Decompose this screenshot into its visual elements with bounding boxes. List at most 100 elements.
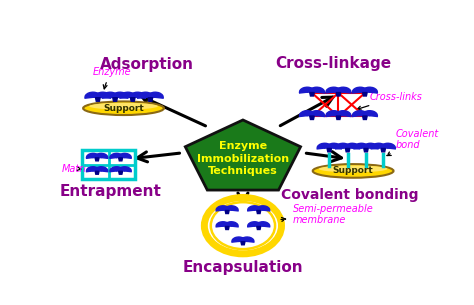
Polygon shape (257, 210, 261, 214)
Wedge shape (307, 112, 317, 116)
Wedge shape (365, 87, 377, 93)
Wedge shape (216, 222, 228, 227)
Wedge shape (366, 143, 378, 149)
Polygon shape (95, 98, 100, 101)
Wedge shape (360, 112, 370, 116)
Text: Entrapment: Entrapment (60, 184, 162, 199)
Ellipse shape (89, 103, 158, 109)
Wedge shape (92, 168, 101, 171)
Wedge shape (132, 92, 146, 98)
Polygon shape (95, 171, 99, 174)
Wedge shape (360, 89, 370, 92)
Wedge shape (352, 111, 365, 117)
Wedge shape (243, 237, 254, 242)
Text: Support: Support (103, 104, 144, 113)
Polygon shape (95, 158, 99, 161)
Polygon shape (225, 210, 229, 214)
Wedge shape (300, 111, 312, 117)
Text: Adsorption: Adsorption (100, 57, 194, 72)
Wedge shape (352, 87, 365, 93)
Wedge shape (383, 143, 395, 149)
Wedge shape (317, 143, 329, 149)
Text: Covalent
bond: Covalent bond (387, 128, 438, 156)
Wedge shape (222, 207, 232, 210)
Text: Support: Support (333, 167, 374, 175)
Text: Cross-links: Cross-links (357, 92, 422, 110)
Polygon shape (225, 227, 229, 229)
Wedge shape (324, 145, 334, 148)
Wedge shape (347, 143, 360, 149)
Wedge shape (232, 237, 243, 242)
Polygon shape (118, 171, 122, 174)
Wedge shape (336, 143, 348, 149)
Ellipse shape (319, 166, 387, 172)
Wedge shape (137, 92, 151, 98)
Wedge shape (120, 92, 133, 98)
Wedge shape (333, 112, 344, 116)
Wedge shape (109, 94, 120, 97)
Wedge shape (97, 167, 108, 172)
Wedge shape (338, 87, 351, 93)
Text: Cross-linkage: Cross-linkage (275, 56, 391, 71)
Wedge shape (326, 87, 338, 93)
Wedge shape (86, 153, 97, 158)
Wedge shape (227, 206, 238, 211)
Wedge shape (338, 111, 351, 117)
Wedge shape (102, 92, 115, 98)
Text: Enzyme: Enzyme (92, 67, 131, 89)
Wedge shape (115, 92, 128, 98)
Ellipse shape (204, 197, 282, 254)
Wedge shape (238, 239, 247, 241)
Polygon shape (113, 98, 118, 101)
Wedge shape (86, 167, 97, 172)
Wedge shape (222, 223, 232, 226)
Ellipse shape (83, 102, 164, 115)
Polygon shape (148, 98, 153, 101)
Wedge shape (150, 92, 163, 98)
Wedge shape (110, 153, 121, 158)
Wedge shape (378, 145, 388, 148)
Wedge shape (85, 92, 98, 98)
Polygon shape (310, 116, 314, 120)
Wedge shape (300, 87, 312, 93)
Polygon shape (327, 149, 331, 152)
Polygon shape (130, 98, 135, 101)
Ellipse shape (313, 164, 393, 178)
Wedge shape (248, 222, 259, 227)
Wedge shape (145, 94, 156, 97)
Wedge shape (116, 155, 125, 158)
Polygon shape (257, 227, 261, 229)
Wedge shape (361, 145, 371, 148)
Ellipse shape (211, 202, 275, 249)
Wedge shape (216, 206, 228, 211)
Text: Enzyme
Immobilization
Techniques: Enzyme Immobilization Techniques (197, 141, 289, 176)
Wedge shape (258, 222, 270, 227)
Wedge shape (128, 94, 138, 97)
Text: Covalent bonding: Covalent bonding (281, 188, 418, 202)
FancyBboxPatch shape (82, 150, 136, 179)
Wedge shape (254, 207, 264, 210)
Wedge shape (365, 111, 377, 117)
Wedge shape (312, 111, 325, 117)
Wedge shape (248, 206, 259, 211)
Polygon shape (346, 149, 350, 152)
Text: Matrix: Matrix (62, 164, 93, 174)
Wedge shape (92, 155, 101, 158)
Wedge shape (343, 145, 353, 148)
Wedge shape (312, 87, 325, 93)
Wedge shape (329, 143, 341, 149)
Polygon shape (363, 92, 367, 96)
Polygon shape (364, 149, 368, 152)
Polygon shape (118, 158, 122, 161)
Polygon shape (336, 92, 341, 96)
Wedge shape (120, 153, 131, 158)
Wedge shape (120, 167, 131, 172)
Text: Semi-permeable
membrane: Semi-permeable membrane (281, 204, 373, 225)
Polygon shape (241, 242, 245, 245)
Wedge shape (333, 89, 344, 92)
Wedge shape (371, 143, 383, 149)
Wedge shape (307, 89, 317, 92)
Wedge shape (354, 143, 366, 149)
Polygon shape (310, 92, 314, 96)
Polygon shape (363, 116, 367, 120)
